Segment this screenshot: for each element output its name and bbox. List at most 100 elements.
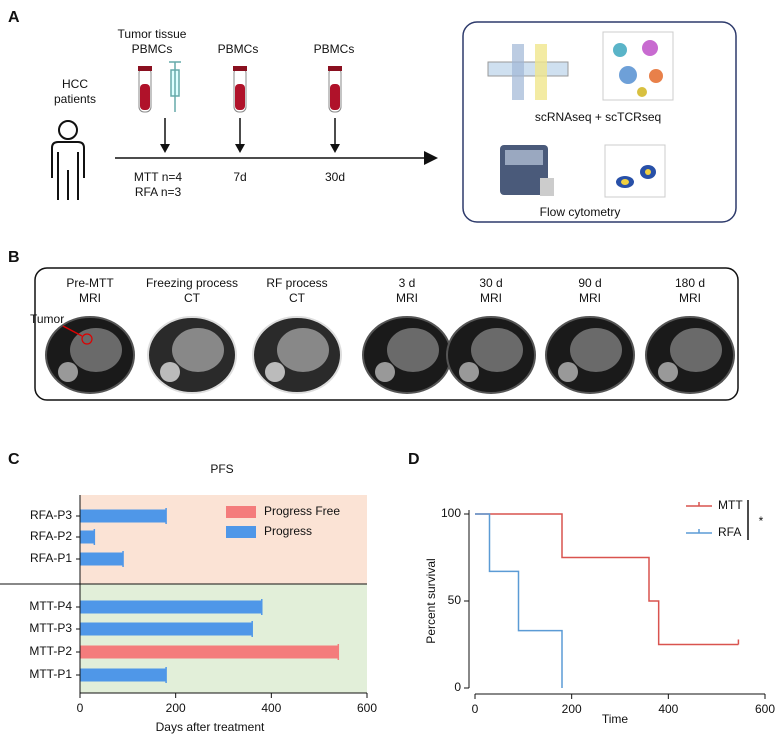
- assay-label: Flow cytometry: [540, 205, 621, 219]
- chart-title: PFS: [210, 462, 233, 476]
- image-label: CT: [184, 291, 201, 305]
- image-label: Freezing process: [146, 276, 238, 290]
- bar: [80, 622, 253, 636]
- scan-detail: [160, 362, 180, 382]
- survival-line: [475, 513, 739, 646]
- image-label: CT: [289, 291, 306, 305]
- y-tick-label: 0: [454, 680, 461, 694]
- image-label: 180 d: [675, 276, 705, 290]
- legend-swatch: [226, 526, 256, 538]
- legend-swatch: [226, 506, 256, 518]
- scan-detail: [58, 362, 78, 382]
- imaging-box: [34, 267, 739, 401]
- tube-cap: [138, 66, 152, 71]
- arrow-head: [330, 144, 340, 153]
- scan-organ: [387, 328, 439, 372]
- scan-organ: [471, 328, 523, 372]
- image-label: 90 d: [578, 276, 601, 290]
- bar: [80, 645, 339, 659]
- image-label: 3 d: [399, 276, 416, 290]
- x-tick-label: 0: [472, 702, 479, 716]
- image-label: 30 d: [479, 276, 502, 290]
- x-tick-label: 400: [658, 702, 678, 716]
- x-tick-label: 600: [755, 702, 775, 716]
- significance-mark: *: [759, 514, 764, 528]
- scan-organ: [570, 328, 622, 372]
- sample-label: PBMCs: [218, 42, 259, 56]
- x-tick-label: 400: [261, 701, 281, 715]
- scan-detail: [375, 362, 395, 382]
- legend-label: Progress: [264, 524, 312, 538]
- panel-label: D: [408, 451, 420, 468]
- blood: [330, 84, 340, 110]
- x-tick-label: 600: [357, 701, 377, 715]
- legend-label: RFA: [718, 525, 741, 539]
- scan-detail: [558, 362, 578, 382]
- y-tick-label: 100: [441, 506, 461, 520]
- image-label: MRI: [679, 291, 701, 305]
- image-label: Pre-MTT: [66, 276, 114, 290]
- y-tick-label: RFA-P2: [30, 529, 72, 543]
- y-axis-label: Percent survival: [424, 558, 438, 643]
- tube-cap: [328, 66, 342, 71]
- scan-organ: [277, 328, 329, 372]
- y-tick-label: 50: [448, 593, 462, 607]
- scan-organ: [172, 328, 224, 372]
- x-axis-label: Time: [602, 712, 629, 726]
- x-tick-label: 200: [166, 701, 186, 715]
- scan-organ: [670, 328, 722, 372]
- image-label: MRI: [579, 291, 601, 305]
- annotation-arrow: [62, 325, 83, 337]
- syringe: [169, 61, 181, 112]
- patients-label: HCC: [62, 77, 88, 91]
- panel-label: C: [8, 451, 20, 468]
- tube-cap: [233, 66, 247, 71]
- panel-label: A: [8, 9, 20, 26]
- x-axis-label: Days after treatment: [156, 720, 265, 734]
- assay-box: [462, 21, 737, 223]
- flow-plot-icon: [604, 144, 666, 198]
- x-tick-label: 0: [77, 701, 84, 715]
- y-tick-label: MTT-P3: [29, 621, 72, 635]
- blood: [235, 84, 245, 110]
- scan-detail: [658, 362, 678, 382]
- time-label: 7d: [233, 170, 246, 184]
- sample-label: Tumor tissue: [118, 27, 187, 41]
- bar: [80, 552, 124, 566]
- bar: [80, 509, 167, 523]
- patients-label: patients: [54, 92, 96, 106]
- survival-line: [475, 513, 563, 688]
- y-tick-label: MTT-P2: [29, 644, 72, 658]
- image-label: MRI: [79, 291, 101, 305]
- bar: [80, 530, 95, 544]
- scan-detail: [459, 362, 479, 382]
- microfluidics-icon: [487, 44, 569, 100]
- legend-label: MTT: [718, 498, 743, 512]
- tumor-marker: [81, 333, 93, 345]
- image-label: MRI: [396, 291, 418, 305]
- scan-detail: [265, 362, 285, 382]
- time-label: RFA n=3: [135, 185, 182, 199]
- sample-label: PBMCs: [314, 42, 355, 56]
- assay-label: scRNAseq + scTCRseq: [535, 110, 661, 124]
- time-label: 30d: [325, 170, 345, 184]
- annotation: Tumor: [30, 312, 64, 326]
- tsne-icon: [602, 31, 674, 101]
- y-tick-label: MTT-P4: [29, 599, 72, 613]
- arrow-head: [235, 144, 245, 153]
- y-tick-label: RFA-P3: [30, 508, 72, 522]
- bar: [80, 600, 262, 614]
- legend-label: Progress Free: [264, 504, 340, 518]
- image-label: MRI: [480, 291, 502, 305]
- sample-label: PBMCs: [132, 42, 173, 56]
- cytometer-icon: [500, 145, 554, 196]
- y-tick-label: MTT-P1: [29, 667, 72, 681]
- person-icon: [51, 120, 85, 200]
- timeline-arrow: [424, 151, 438, 165]
- x-tick-label: 200: [562, 702, 582, 716]
- image-label: RF process: [266, 276, 327, 290]
- y-tick-label: RFA-P1: [30, 551, 72, 565]
- scan-organ: [70, 328, 122, 372]
- bar: [80, 668, 167, 682]
